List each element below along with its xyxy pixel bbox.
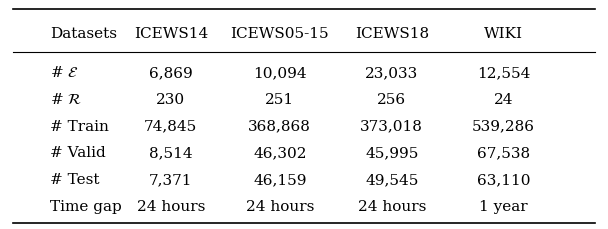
Text: 368,868: 368,868: [248, 119, 311, 133]
Text: 24 hours: 24 hours: [246, 199, 314, 213]
Text: ICEWS14: ICEWS14: [134, 27, 208, 41]
Text: # Test: # Test: [50, 172, 99, 186]
Text: 1 year: 1 year: [480, 199, 528, 213]
Text: 23,033: 23,033: [365, 66, 418, 80]
Text: ICEWS18: ICEWS18: [354, 27, 429, 41]
Text: 67,538: 67,538: [477, 146, 530, 160]
Text: 8,514: 8,514: [149, 146, 193, 160]
Text: 24 hours: 24 hours: [358, 199, 426, 213]
Text: # $\mathcal{E}$: # $\mathcal{E}$: [50, 65, 78, 80]
Text: 7,371: 7,371: [149, 172, 193, 186]
Text: 6,869: 6,869: [149, 66, 193, 80]
Text: 74,845: 74,845: [144, 119, 198, 133]
Text: ICEWS05-15: ICEWS05-15: [230, 27, 329, 41]
Text: 256: 256: [377, 92, 406, 106]
Text: # $\mathcal{R}$: # $\mathcal{R}$: [50, 92, 82, 107]
Text: WIKI: WIKI: [484, 27, 523, 41]
Text: 46,302: 46,302: [253, 146, 306, 160]
Text: 230: 230: [156, 92, 185, 106]
Text: # Valid: # Valid: [50, 146, 106, 160]
Text: 46,159: 46,159: [253, 172, 306, 186]
Text: 45,995: 45,995: [365, 146, 418, 160]
Text: 539,286: 539,286: [472, 119, 535, 133]
Text: 373,018: 373,018: [361, 119, 423, 133]
Text: Time gap: Time gap: [50, 199, 122, 213]
Text: 12,554: 12,554: [477, 66, 530, 80]
Text: 49,545: 49,545: [365, 172, 418, 186]
Text: 63,110: 63,110: [477, 172, 530, 186]
Text: Datasets: Datasets: [50, 27, 117, 41]
Text: # Train: # Train: [50, 119, 109, 133]
Text: 24 hours: 24 hours: [137, 199, 205, 213]
Text: 251: 251: [265, 92, 294, 106]
Text: 10,094: 10,094: [253, 66, 306, 80]
Text: 24: 24: [494, 92, 514, 106]
